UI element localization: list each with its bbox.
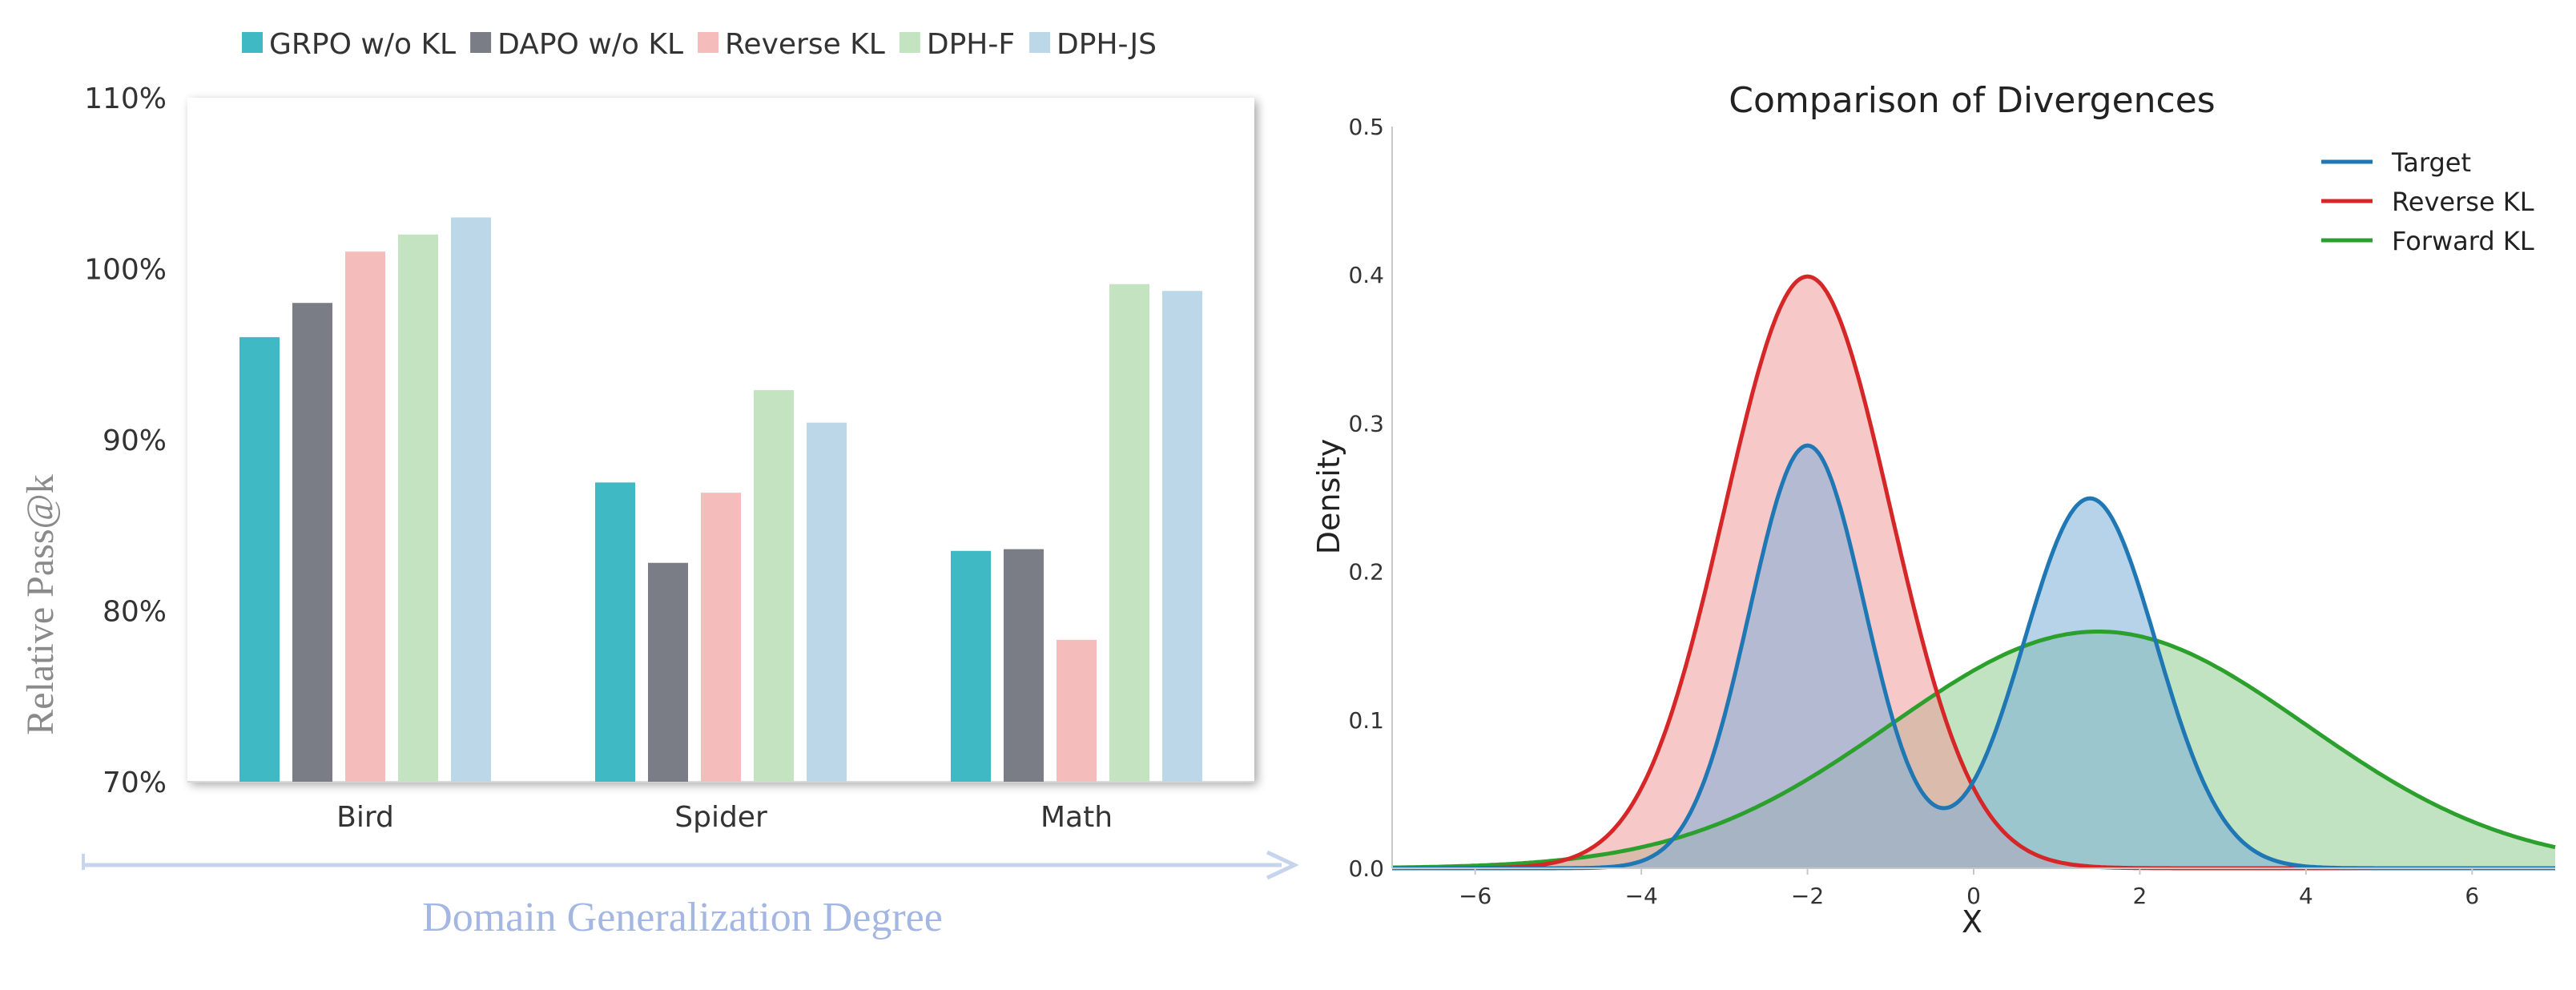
density-legend-label: Forward KL	[2392, 226, 2534, 256]
density-y-tick-label: 0.3	[1348, 410, 1384, 437]
density-area	[1392, 631, 2555, 868]
density-legend: Target Reverse KL Forward KL	[2321, 147, 2534, 256]
bar	[648, 562, 688, 782]
density-x-tick-label: −4	[1625, 883, 1658, 909]
bar	[292, 303, 332, 782]
bar-category-label: Math	[1040, 801, 1113, 834]
density-y-tick-label: 0.2	[1348, 559, 1384, 586]
density-x-tick-label: 6	[2465, 883, 2479, 909]
density-y-axis-label: Density	[1311, 439, 1346, 554]
bar-y-axis-label: Relative Pass@k	[19, 474, 62, 735]
bar-category-label: Bird	[336, 801, 394, 834]
bar-y-tick-label: 100%	[84, 254, 167, 287]
density-x-tick-label: 4	[2299, 883, 2313, 909]
bar-y-tick-label: 80%	[103, 596, 167, 629]
legend-label: DPH-F	[927, 28, 1015, 61]
density-legend-label: Target	[2391, 147, 2471, 178]
legend-label: DPH-JS	[1057, 28, 1157, 61]
bar	[451, 217, 491, 782]
legend-swatch	[698, 32, 719, 53]
bar-y-tick-label: 110%	[84, 82, 167, 115]
bar	[595, 482, 635, 782]
legend-swatch	[899, 32, 920, 53]
legend-label: DAPO w/o KL	[497, 28, 683, 61]
bar-y-tick-label: 90%	[103, 425, 167, 457]
legend-swatch	[470, 32, 492, 53]
bar	[951, 550, 991, 782]
density-x-axis-label: X	[1962, 904, 1982, 940]
bar-category-label: Spider	[674, 801, 767, 834]
density-chart: Comparison of Divergences 0.00.10.20.30.…	[1311, 80, 2556, 940]
bar	[1162, 291, 1202, 782]
density-x-tick-label: 2	[2133, 883, 2147, 909]
domain-arrow	[82, 850, 1299, 880]
bar	[1004, 549, 1044, 782]
density-y-tick-label: 0.5	[1348, 114, 1384, 140]
legend-label: GRPO w/o KL	[269, 28, 456, 61]
density-area	[1392, 276, 2555, 868]
bar	[1109, 284, 1149, 783]
density-legend-label: Reverse KL	[2392, 187, 2534, 217]
legend-swatch	[242, 32, 263, 53]
bar	[1057, 639, 1097, 782]
density-title: Comparison of Divergences	[1729, 80, 2215, 121]
density-line	[1391, 630, 2556, 870]
density-x-tick-label: −2	[1791, 883, 1824, 909]
bar-chart: GRPO w/o KL DAPO w/o KL Reverse KL DPH-F DPH…	[19, 28, 1299, 940]
bar	[701, 493, 741, 782]
density-x-tick-label: −6	[1459, 883, 1491, 909]
legend-label: Reverse KL	[725, 28, 885, 61]
bar	[239, 336, 280, 782]
bar-marks	[239, 217, 1202, 783]
bar-x-axis-label: Domain Generalization Degree	[422, 895, 943, 940]
bar	[398, 234, 438, 782]
bar-x-axis: Bird Spider Math	[336, 801, 1113, 834]
bar-legend: GRPO w/o KL DAPO w/o KL Reverse KL DPH-F DPH…	[242, 28, 1157, 61]
bar	[754, 390, 794, 782]
bar-y-tick-label: 70%	[103, 767, 167, 799]
density-y-tick-label: 0.4	[1348, 262, 1384, 288]
density-y-tick-label: 0.0	[1348, 855, 1384, 882]
legend-swatch	[1029, 32, 1051, 53]
bar	[807, 422, 847, 782]
bar	[345, 252, 385, 782]
density-y-tick-label: 0.1	[1348, 707, 1384, 734]
density-x-tick-label: 0	[1966, 883, 1981, 909]
density-axes: 0.0 0.1 0.2 0.3 0.4 0.5 −6 −4 −2 0 2 4 6	[1348, 114, 2555, 909]
